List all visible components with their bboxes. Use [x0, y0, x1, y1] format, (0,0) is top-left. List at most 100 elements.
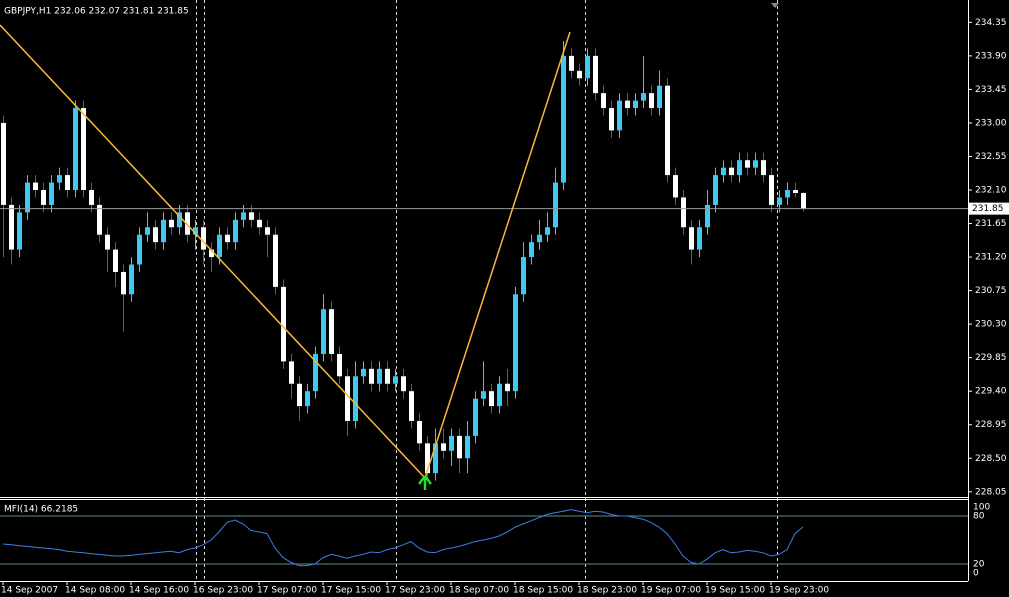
candle-body	[561, 55, 566, 183]
candle-body	[145, 227, 150, 235]
candle-body	[601, 93, 606, 109]
candle-body	[369, 368, 374, 384]
candle-body	[273, 234, 278, 287]
y-tick-label: 232.55	[975, 152, 1007, 162]
candle-body	[177, 212, 182, 228]
candle-body	[785, 190, 790, 198]
candle-body	[449, 435, 454, 451]
trend-line	[424, 31, 571, 479]
candle-body	[73, 108, 78, 191]
candle-body	[417, 420, 422, 444]
x-tick-label: 18 Sep 07:00	[449, 586, 509, 596]
candle-body	[441, 443, 446, 451]
price-label: 231.85	[972, 204, 1004, 214]
candle-body	[673, 175, 678, 198]
candle-body	[529, 242, 534, 258]
y-tick-label: 80	[973, 512, 985, 522]
y-tick-label: 232.10	[975, 186, 1007, 196]
candle-body	[169, 219, 174, 228]
candle-body	[329, 309, 334, 354]
candle-body	[41, 190, 46, 205]
candle-body	[505, 383, 510, 392]
candle-body	[585, 55, 590, 79]
candle-body	[361, 368, 366, 377]
y-tick-label: 233.45	[975, 85, 1007, 95]
candle-body	[617, 100, 622, 131]
x-tick-label: 14 Sep 16:00	[129, 586, 189, 596]
y-tick-label: 229.40	[975, 387, 1007, 397]
indicator-title: MFI(14) 66.2185	[4, 505, 78, 515]
x-tick-label: 16 Sep 23:00	[193, 586, 253, 596]
candle-body	[313, 353, 318, 392]
candle-body	[225, 234, 230, 243]
candle-body	[305, 391, 310, 407]
candle-body	[81, 108, 86, 191]
candle-body	[393, 376, 398, 384]
candle-body	[537, 234, 542, 243]
candle-body	[769, 175, 774, 205]
y-tick-label: 231.20	[975, 253, 1007, 263]
buy-arrow	[418, 475, 432, 490]
candle-body	[641, 93, 646, 101]
x-tick-label: 19 Sep 23:00	[769, 586, 829, 596]
candle-body	[489, 391, 494, 407]
candle-body	[689, 227, 694, 250]
candle-body	[705, 204, 710, 228]
marks: 228.05 228.50 228.95 229.40 229.85 230.30 230.…	[0, 18, 1009, 596]
candle-body	[721, 167, 726, 176]
candle-body	[113, 249, 118, 272]
candle-body	[681, 197, 686, 228]
candle-body	[233, 219, 238, 243]
y-tick-label: 100	[973, 503, 990, 513]
candle-body	[409, 391, 414, 421]
candle-body	[649, 93, 654, 109]
x-tick-label: 14 Sep 08:00	[65, 586, 125, 596]
candle-body	[481, 391, 486, 399]
candle-body	[657, 85, 662, 109]
candle-body	[97, 204, 102, 235]
candle-body	[241, 212, 246, 220]
candle-body	[217, 234, 222, 258]
candle-body	[137, 234, 142, 265]
candle-body	[801, 192, 806, 209]
mfi-line	[2, 509, 804, 567]
candle-body	[153, 227, 158, 243]
candle-body	[761, 160, 766, 176]
day-separators	[196, 0, 778, 581]
candle-body	[185, 212, 190, 235]
candle-body	[321, 309, 326, 354]
candle-body	[777, 197, 782, 205]
y-tick-label: 234.35	[975, 18, 1007, 28]
y-tick-label: 229.85	[975, 353, 1007, 363]
candle-body	[161, 219, 166, 243]
candle-body	[753, 160, 758, 168]
candle-body	[545, 227, 550, 235]
candle-body	[713, 175, 718, 205]
candle-body	[281, 286, 286, 362]
y-tick-label: 20	[973, 560, 985, 570]
x-tick-label: 17 Sep 23:00	[385, 586, 445, 596]
candle-body	[249, 212, 254, 220]
candle-body	[625, 100, 630, 109]
price-label-box	[969, 202, 1009, 215]
candle-body	[553, 182, 558, 228]
candle-body	[1, 122, 6, 205]
candle-body	[465, 435, 470, 459]
x-tick-label: 19 Sep 15:00	[705, 586, 765, 596]
candle-body	[345, 376, 350, 421]
candle-body	[633, 100, 638, 109]
candle-body	[737, 160, 742, 176]
y-tick-label: 233.00	[975, 118, 1007, 128]
y-tick-label: 228.95	[975, 420, 1007, 430]
y-tick-label: 231.65	[975, 219, 1007, 229]
candle-body	[65, 175, 70, 191]
x-tick-label: 19 Sep 07:00	[641, 586, 701, 596]
candle-body	[425, 443, 430, 474]
candle-body	[337, 353, 342, 377]
candle-body	[521, 257, 526, 295]
candle-body	[9, 204, 14, 250]
y-tick-label: 230.75	[975, 286, 1007, 296]
